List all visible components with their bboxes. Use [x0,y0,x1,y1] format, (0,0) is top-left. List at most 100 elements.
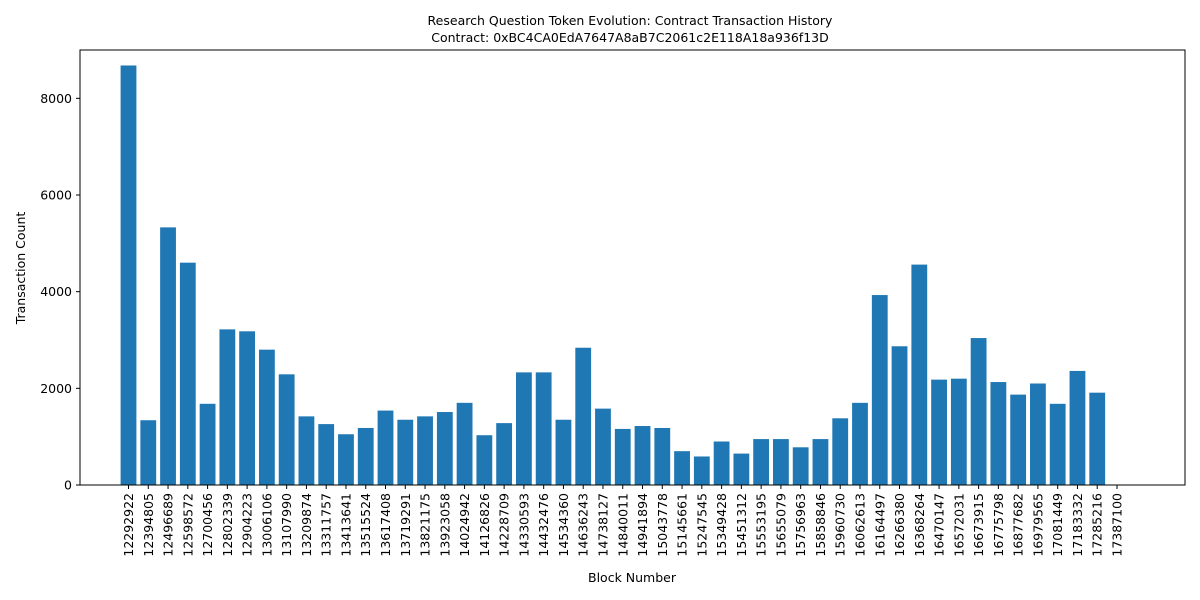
bar-15451312 [733,453,750,485]
bar-16775798 [990,382,1007,485]
x-tick-label: 16164497 [872,493,887,557]
x-tick-label: 15451312 [734,493,749,557]
bar-12700456 [199,403,216,485]
x-tick-label: 16062613 [852,493,867,557]
x-tick-label: 17081449 [1050,493,1065,557]
bar-13617408 [377,410,394,485]
bar-12598572 [179,262,196,485]
x-tick-label: 14432476 [536,493,551,557]
x-tick-label: 17285216 [1090,493,1105,557]
x-tick-label: 16877682 [1011,493,1026,557]
x-tick-label: 16979565 [1030,493,1045,557]
bar-17081449 [1049,403,1066,485]
bar-17285216 [1089,392,1106,485]
x-tick-label: 16368264 [912,493,927,557]
x-tick-label: 17183332 [1070,493,1085,557]
x-tick-label: 14840011 [615,493,630,557]
y-tick-label: 2000 [40,381,72,396]
y-tick-label: 0 [64,478,72,493]
x-tick-label: 15858846 [813,493,828,557]
x-tick-label: 15043778 [655,493,670,557]
bar-12904223 [239,331,256,485]
bar-14330593 [516,372,532,485]
x-tick-label: 13719291 [398,493,413,557]
bar-15349428 [713,441,730,485]
plot-frame [79,49,1186,486]
bar-15858846 [812,439,829,485]
y-ticks-group: 0 2000 4000 6000 8000 [40,91,80,493]
bar-13821175 [417,416,433,485]
x-tick-label: 15247545 [694,493,709,557]
bar-13209874 [298,416,315,485]
bar-13107990 [278,374,295,485]
x-tick-label: 13821175 [418,493,433,557]
x-tick-label: 15756963 [793,493,808,557]
x-tick-label: 12496689 [161,493,176,557]
chart-subtitle: Contract: 0xBC4CA0EdA7647A8aB7C2061c2E11… [431,30,829,45]
x-tick-label: 15349428 [714,493,729,557]
bar-16877682 [1010,394,1027,485]
x-tick-label: 14228709 [497,493,512,557]
bar-16062613 [852,402,868,485]
bar-15756963 [792,447,809,485]
bar-13413641 [338,434,354,485]
x-tick-label: 12598572 [180,493,195,557]
x-tick-label: 13923058 [437,493,452,557]
bar-15247545 [693,456,710,485]
x-tick-label: 13617408 [378,493,393,557]
y-tick-label: 8000 [40,91,72,106]
x-axis-label: Block Number [588,570,677,585]
y-axis-label: Transaction Count [13,212,28,326]
bar-16673915 [970,338,987,485]
x-tick-label: 13311757 [319,493,334,557]
x-tick-label: 13209874 [299,493,314,557]
bar-13311757 [318,424,335,485]
bars-group [120,65,1106,485]
bar-13923058 [436,412,453,485]
bar-15553195 [753,439,770,485]
bar-15960730 [832,418,849,485]
x-tick-label: 14636243 [576,493,591,557]
x-tick-label: 16775798 [991,493,1006,557]
x-ticks-group: 12292922 12394805 12496689 12598572 12700456… [121,485,1125,557]
x-tick-label: 14738127 [595,493,610,557]
x-tick-label: 14941894 [635,493,650,557]
x-tick-label: 14534360 [556,493,571,557]
bar-16470147 [931,379,947,485]
bar-14024942 [456,402,473,485]
y-tick-label: 6000 [40,188,72,203]
x-tick-label: 12292922 [121,493,136,557]
x-tick-label: 14330593 [516,493,531,557]
x-tick-label: 13006106 [259,493,274,557]
bar-14228709 [496,423,513,485]
x-tick-label: 16572031 [951,493,966,557]
x-tick-label: 12394805 [141,493,156,557]
bar-14636243 [575,347,592,485]
bar-12802339 [219,329,236,485]
bar-14941894 [634,426,651,485]
y-tick-label: 4000 [40,284,72,299]
bar-12394805 [140,420,157,485]
x-tick-label: 12904223 [240,493,255,557]
chart-title: Research Question Token Evolution: Contr… [428,13,833,28]
bar-12292922 [120,65,137,485]
bar-15655079 [773,439,789,485]
x-tick-label: 13413641 [338,493,353,557]
bar-14126826 [476,435,493,485]
x-tick-label: 16470147 [932,493,947,557]
x-tick-label: 12700456 [200,493,215,557]
bar-16368264 [911,264,928,485]
x-tick-label: 13107990 [279,493,294,557]
x-tick-label: 15145661 [675,493,690,557]
bar-15145661 [674,451,690,485]
bar-15043778 [654,427,671,485]
bar-16266380 [891,346,908,485]
x-tick-label: 17387100 [1110,493,1125,557]
x-tick-label: 12802339 [220,493,235,557]
x-tick-label: 16266380 [892,493,907,557]
bar-14534360 [555,419,572,485]
x-tick-label: 15655079 [773,493,788,557]
bar-13719291 [397,419,414,485]
x-tick-label: 14024942 [457,493,472,557]
